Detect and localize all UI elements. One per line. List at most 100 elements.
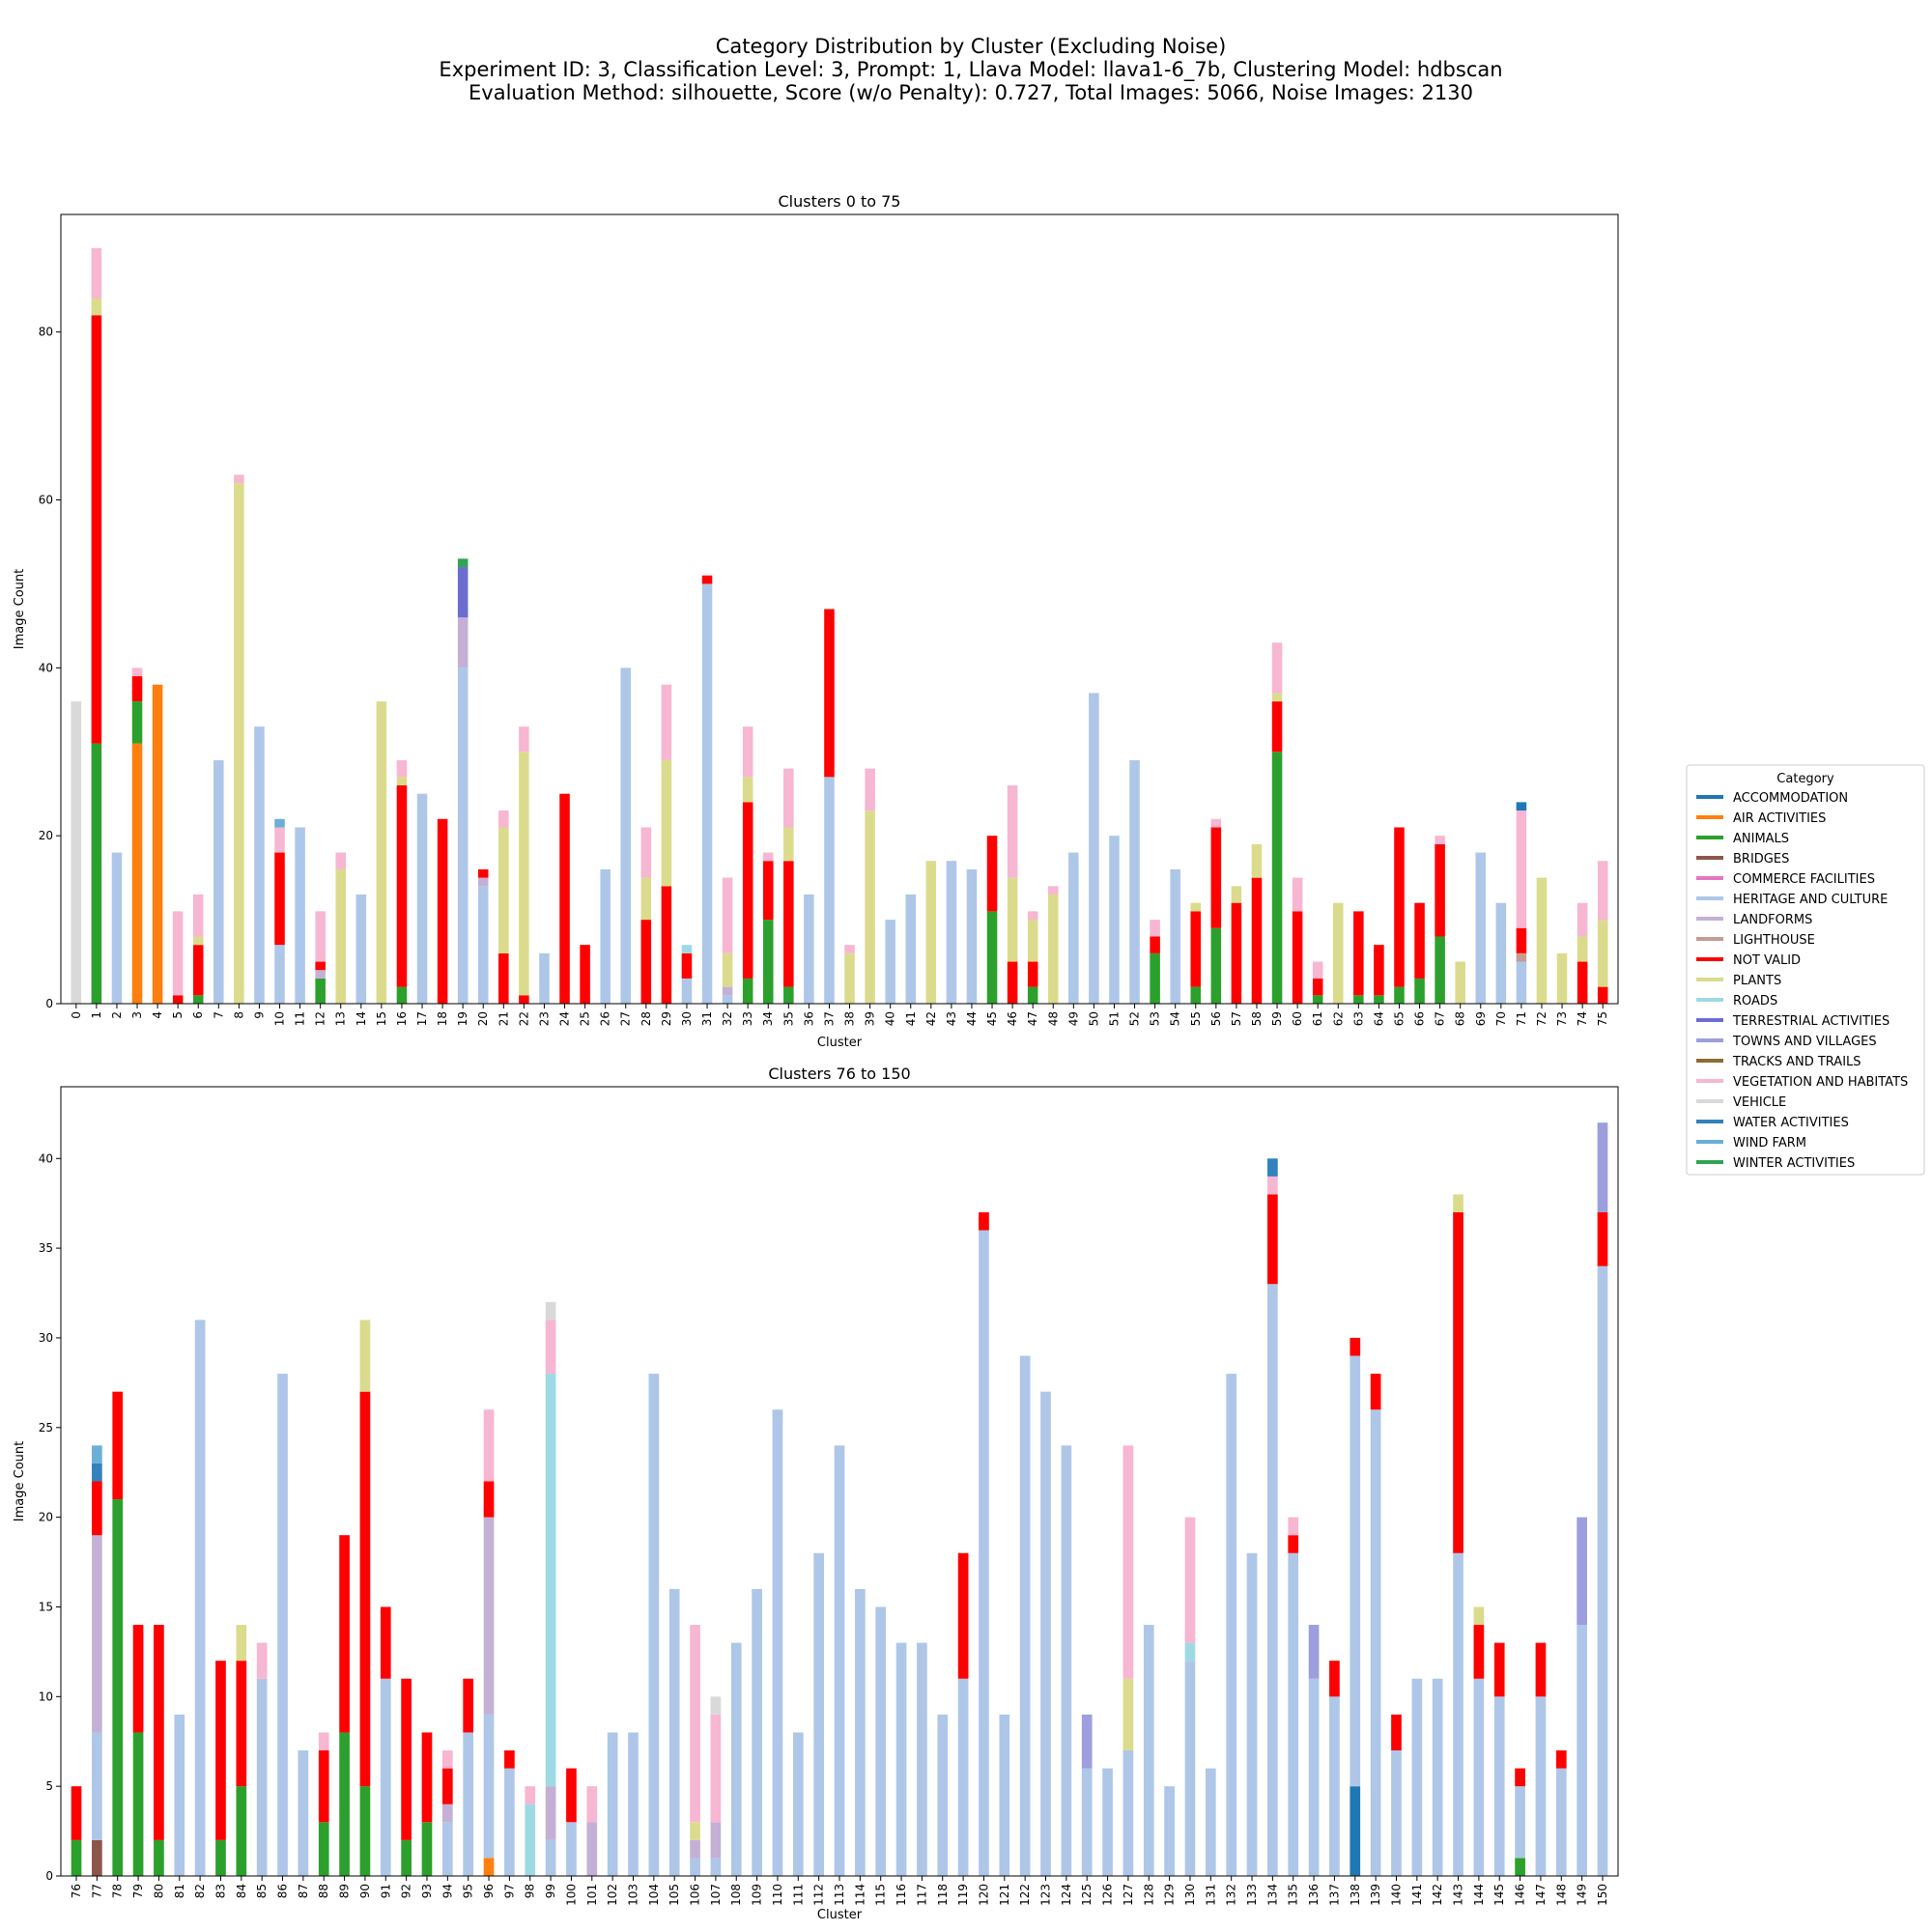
chart-1-segment-107-vehicle xyxy=(710,1696,722,1715)
chart-1-segment-86-heritage-and-culture xyxy=(277,1374,288,1876)
chart-1-xtick-label-129: 129 xyxy=(1163,1884,1177,1906)
chart-0-xtick-label-53: 53 xyxy=(1149,1011,1162,1026)
chart-0-xtick-label-61: 61 xyxy=(1311,1011,1324,1026)
chart-0-segment-42-plants xyxy=(925,861,937,1004)
chart-0-segment-10-wind-farm xyxy=(274,818,285,828)
chart-1-segment-134-water-activities xyxy=(1267,1158,1278,1177)
chart-1-bar-77 xyxy=(92,1445,102,1876)
chart-1-xtick-label-134: 134 xyxy=(1265,1884,1279,1906)
chart-1-segment-77-water-activities xyxy=(92,1463,102,1482)
chart-1-segment-76-animals xyxy=(71,1839,82,1876)
chart-0-xtick-label-12: 12 xyxy=(314,1011,327,1026)
chart-1-xtick-label-80: 80 xyxy=(152,1884,165,1898)
legend-label-animals: ANIMALS xyxy=(1733,832,1789,846)
chart-0-bar-36 xyxy=(804,895,814,1004)
chart-1-segment-132-heritage-and-culture xyxy=(1226,1374,1237,1876)
chart-0-segment-32-plants xyxy=(722,952,733,987)
chart-0-bar-5 xyxy=(172,911,184,1004)
chart-0-bar-8 xyxy=(234,474,244,1004)
chart-0-segment-16-animals xyxy=(396,986,408,1004)
chart-1-xtick-label-143: 143 xyxy=(1452,1884,1465,1906)
chart-1-xtick-label-135: 135 xyxy=(1287,1884,1300,1906)
chart-1-segment-80-animals xyxy=(154,1839,164,1876)
chart-0-bar-16 xyxy=(396,759,408,1004)
chart-0-segment-21-plants xyxy=(498,827,509,953)
legend-label-wind-farm: WIND FARM xyxy=(1733,1136,1806,1151)
chart-0-xtick-label-70: 70 xyxy=(1494,1011,1508,1026)
chart-1-segment-134-heritage-and-culture xyxy=(1267,1284,1278,1876)
chart-1-bar-92 xyxy=(401,1678,412,1876)
chart-0-segment-63-animals xyxy=(1353,995,1364,1004)
chart-1-xtick-label-102: 102 xyxy=(606,1884,619,1906)
chart-1-bar-93 xyxy=(421,1732,433,1876)
chart-1-xtick-label-86: 86 xyxy=(276,1884,290,1898)
chart-0-xtick-label-67: 67 xyxy=(1434,1011,1447,1026)
legend-label-towns-and-villages: TOWNS AND VILLAGES xyxy=(1732,1035,1877,1049)
chart-1-xtick-label-109: 109 xyxy=(751,1884,764,1906)
chart-0-segment-22-vegetation-and-habitats xyxy=(519,726,529,753)
chart-1-xtick-label-107: 107 xyxy=(709,1884,723,1906)
chart-1-segment-89-animals xyxy=(339,1732,350,1876)
chart-1-bar-134 xyxy=(1267,1158,1278,1876)
chart-1-ytick-label-0: 0 xyxy=(45,1869,53,1883)
chart-panel-clusters-0-75: Clusters 0 to 750 1 2 3 4 5 6 7 8 9 10 11 12 13 14 15 16… xyxy=(13,192,1619,1050)
chart-0-segment-56-animals xyxy=(1210,927,1222,1004)
chart-1-xtick-label-104: 104 xyxy=(647,1884,661,1906)
chart-0-segment-72-plants xyxy=(1536,877,1548,1004)
chart-1-segment-107-heritage-and-culture xyxy=(710,1858,722,1876)
chart-1-xtick-label-136: 136 xyxy=(1307,1884,1321,1906)
chart-1-segment-99-heritage-and-culture xyxy=(545,1839,556,1876)
chart-0-segment-29-not-valid xyxy=(661,886,672,1004)
chart-0-bar-27 xyxy=(620,668,632,1004)
chart-0-segment-56-vegetation-and-habitats xyxy=(1210,818,1222,828)
chart-0-bar-62 xyxy=(1332,902,1344,1004)
chart-0-bar-59 xyxy=(1271,642,1283,1004)
chart-1-segment-145-not-valid xyxy=(1493,1642,1505,1697)
chart-1-xtick-label-89: 89 xyxy=(338,1884,352,1898)
chart-1-axes-frame xyxy=(60,1086,1619,1877)
chart-1-bar-84 xyxy=(236,1625,247,1876)
chart-0-bar-17 xyxy=(416,793,428,1004)
chart-1-segment-96-heritage-and-culture xyxy=(483,1714,495,1859)
chart-0-bar-70 xyxy=(1495,902,1507,1004)
chart-1-segment-143-plants xyxy=(1453,1194,1463,1212)
chart-0-bar-22 xyxy=(519,726,529,1004)
chart-1-xtick-label-123: 123 xyxy=(1039,1884,1053,1906)
chart-1-segment-138-accommodation xyxy=(1350,1786,1361,1876)
chart-0-xtick-label-63: 63 xyxy=(1351,1011,1365,1026)
chart-1-segment-83-animals xyxy=(215,1839,226,1876)
chart-1-xtick-label-117: 117 xyxy=(915,1884,928,1906)
chart-1-segment-83-not-valid xyxy=(215,1661,226,1840)
chart-1-xtick-label-98: 98 xyxy=(524,1884,537,1898)
legend-label-tracks-and-trails: TRACKS AND TRAILS xyxy=(1732,1055,1861,1069)
chart-0-segment-68-plants xyxy=(1455,961,1465,1004)
chart-1-bar-149 xyxy=(1577,1517,1587,1876)
chart-1-xtick-label-83: 83 xyxy=(213,1884,227,1898)
chart-1-bar-142 xyxy=(1432,1678,1443,1876)
chart-0-segment-38-plants xyxy=(844,952,855,1004)
chart-1-bar-79 xyxy=(132,1625,144,1876)
chart-1-xtick-label-116: 116 xyxy=(895,1884,908,1906)
chart-0-segment-47-animals xyxy=(1027,986,1038,1004)
chart-0-segment-21-vegetation-and-habitats xyxy=(498,810,509,828)
chart-1-bar-132 xyxy=(1226,1374,1237,1876)
chart-1-bar-141 xyxy=(1411,1678,1423,1876)
chart-1-xtick-label-90: 90 xyxy=(358,1884,372,1898)
chart-1-segment-130-vegetation-and-habitats xyxy=(1184,1517,1196,1643)
chart-0-segment-61-vegetation-and-habitats xyxy=(1312,961,1323,979)
chart-0-bar-47 xyxy=(1027,911,1038,1004)
chart-0-bar-23 xyxy=(539,952,550,1004)
chart-0-xtick-label-56: 56 xyxy=(1209,1011,1223,1026)
chart-0-segment-55-animals xyxy=(1190,986,1202,1004)
chart-1-segment-126-heritage-and-culture xyxy=(1102,1768,1113,1876)
chart-0-segment-14-heritage-and-culture xyxy=(355,895,367,1004)
chart-1-bar-86 xyxy=(277,1374,288,1876)
chart-1-bar-85 xyxy=(256,1642,268,1876)
chart-0-xtick-label-34: 34 xyxy=(761,1011,775,1026)
chart-1-segment-122-heritage-and-culture xyxy=(1019,1355,1031,1876)
chart-0-segment-27-heritage-and-culture xyxy=(620,668,632,1004)
chart-1-segment-96-not-valid xyxy=(483,1481,495,1518)
chart-0-xtick-label-27: 27 xyxy=(619,1011,633,1026)
chart-0-xtick-label-21: 21 xyxy=(497,1011,510,1026)
chart-0-bar-40 xyxy=(885,920,895,1004)
